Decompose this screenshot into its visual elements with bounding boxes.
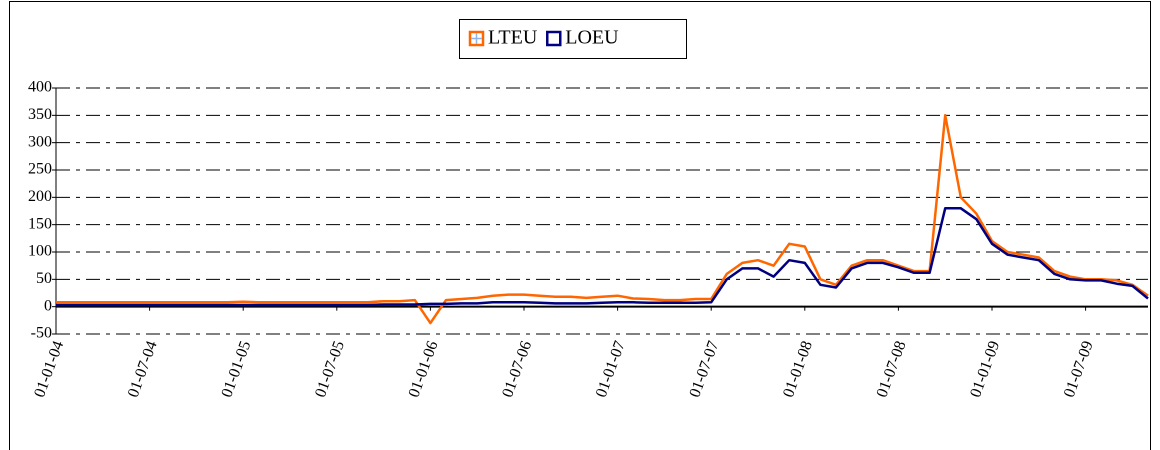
y-tick-label: 150 [28, 215, 52, 232]
legend-box [459, 19, 687, 59]
series-line [56, 114, 1149, 325]
y-tick-label: 50 [36, 270, 52, 287]
legend-marker [546, 30, 562, 47]
y-tick-label: 100 [28, 243, 52, 260]
y-tick-label: 0 [44, 297, 52, 314]
y-tick-label: 350 [28, 106, 52, 123]
y-tick-label: -50 [31, 325, 52, 342]
legend-marker-cross [471, 33, 482, 44]
chart-frame [9, 1, 1151, 450]
y-tick-label: 400 [28, 79, 52, 96]
y-tick-label: 200 [28, 188, 52, 205]
y-tick-label: 250 [28, 161, 52, 178]
y-tick-label: 300 [28, 133, 52, 150]
legend-label: LTEU [488, 27, 538, 49]
series-line [56, 207, 1149, 307]
legend: LTEU LOEU [459, 19, 687, 59]
legend-label: LOEU [565, 27, 619, 49]
